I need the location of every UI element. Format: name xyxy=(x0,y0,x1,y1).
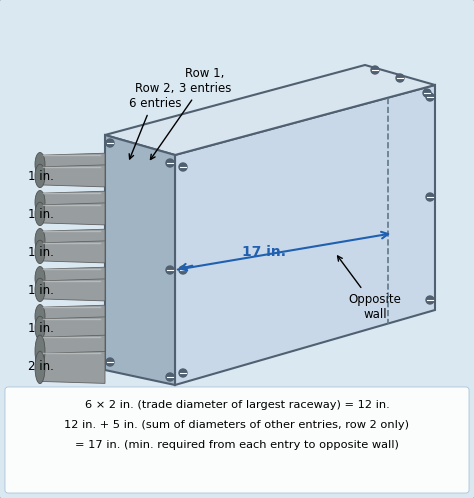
Ellipse shape xyxy=(35,278,45,302)
Text: 1 in.: 1 in. xyxy=(28,169,54,182)
Polygon shape xyxy=(40,267,105,289)
Ellipse shape xyxy=(35,335,45,368)
Ellipse shape xyxy=(35,316,45,340)
Circle shape xyxy=(166,159,174,167)
Text: 1 in.: 1 in. xyxy=(28,208,54,221)
Polygon shape xyxy=(40,153,105,175)
Circle shape xyxy=(426,93,434,101)
Circle shape xyxy=(179,266,187,274)
FancyBboxPatch shape xyxy=(5,387,469,493)
Text: = 17 in. (min. required from each entry to opposite wall): = 17 in. (min. required from each entry … xyxy=(75,440,399,450)
Circle shape xyxy=(106,139,114,147)
Circle shape xyxy=(423,89,431,97)
Polygon shape xyxy=(105,65,435,155)
Circle shape xyxy=(179,369,187,377)
Polygon shape xyxy=(40,317,105,339)
Ellipse shape xyxy=(35,191,45,214)
Ellipse shape xyxy=(35,351,45,383)
Text: 1 in.: 1 in. xyxy=(28,322,54,335)
Polygon shape xyxy=(40,279,105,301)
Text: Row 1,
3 entries: Row 1, 3 entries xyxy=(150,67,231,159)
Circle shape xyxy=(396,74,404,82)
Polygon shape xyxy=(40,335,105,367)
Circle shape xyxy=(106,358,114,366)
Polygon shape xyxy=(40,191,105,213)
Text: 17 in.: 17 in. xyxy=(242,245,286,258)
Polygon shape xyxy=(40,165,105,187)
Ellipse shape xyxy=(35,240,45,263)
Polygon shape xyxy=(40,305,105,327)
Ellipse shape xyxy=(35,266,45,290)
Text: 1 in.: 1 in. xyxy=(28,283,54,296)
Text: Opposite
wall: Opposite wall xyxy=(337,256,401,321)
Polygon shape xyxy=(40,241,105,263)
Polygon shape xyxy=(40,352,105,383)
Text: 1 in.: 1 in. xyxy=(28,246,54,258)
Ellipse shape xyxy=(35,229,45,252)
Text: 6 × 2 in. (trade diameter of largest raceway) = 12 in.: 6 × 2 in. (trade diameter of largest rac… xyxy=(85,400,389,410)
Circle shape xyxy=(166,373,174,381)
Circle shape xyxy=(426,193,434,201)
Polygon shape xyxy=(175,85,435,385)
Circle shape xyxy=(426,296,434,304)
Circle shape xyxy=(166,266,174,274)
Text: 12 in. + 5 in. (sum of diameters of other entries, row 2 only): 12 in. + 5 in. (sum of diameters of othe… xyxy=(64,420,410,430)
Polygon shape xyxy=(105,135,175,385)
Circle shape xyxy=(179,163,187,171)
Circle shape xyxy=(371,66,379,74)
Ellipse shape xyxy=(35,152,45,176)
Polygon shape xyxy=(40,203,105,225)
Ellipse shape xyxy=(35,304,45,328)
Polygon shape xyxy=(40,229,105,251)
Ellipse shape xyxy=(35,164,45,188)
Text: Row 2,
6 entries: Row 2, 6 entries xyxy=(129,82,181,159)
Text: 2 in.: 2 in. xyxy=(28,360,54,373)
Ellipse shape xyxy=(35,202,45,226)
